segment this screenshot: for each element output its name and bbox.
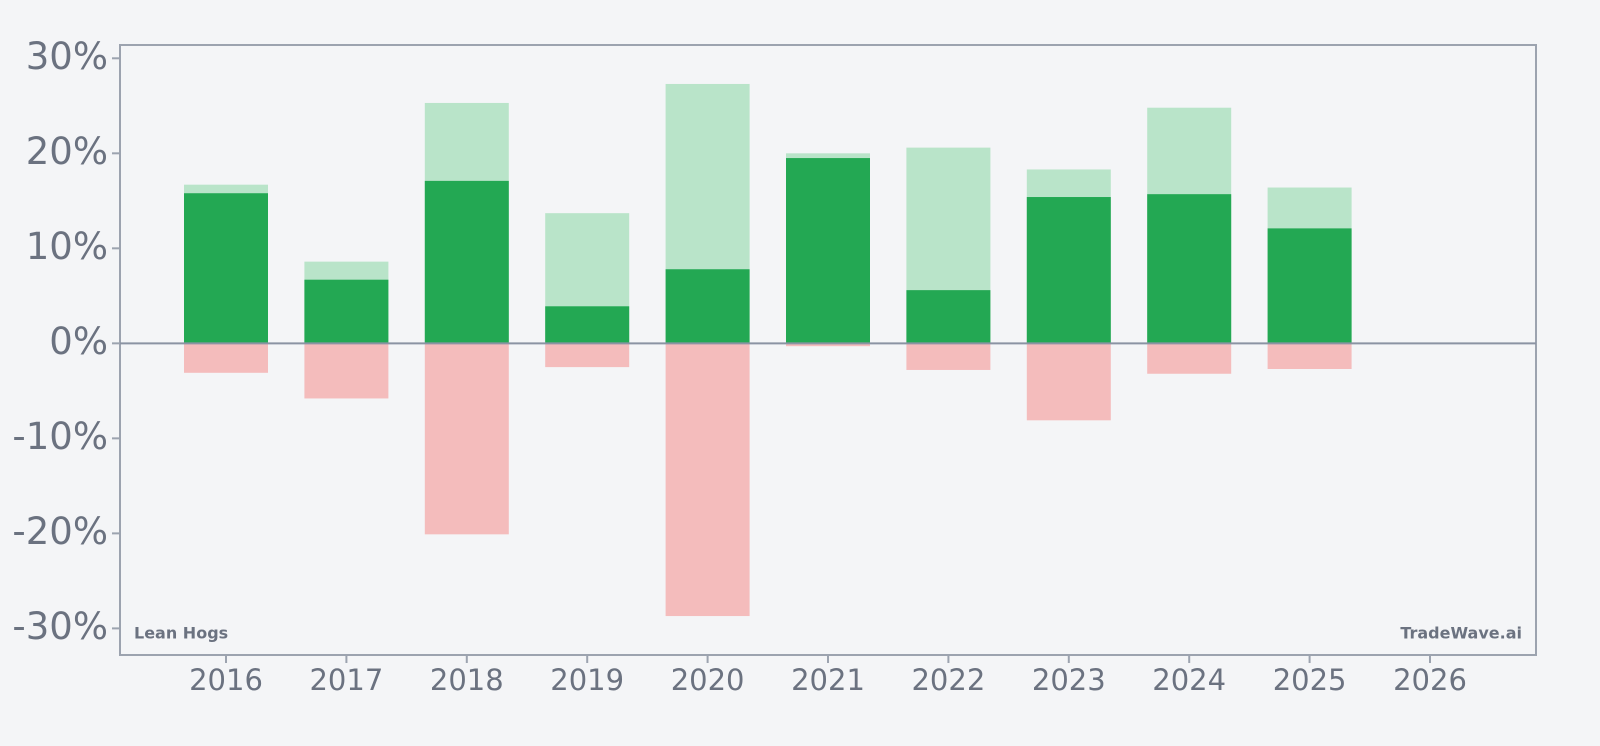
y-tick-label: -20% (12, 510, 108, 553)
annotation: TradeWave.ai (1400, 624, 1522, 643)
bar (906, 343, 991, 370)
bar (184, 343, 268, 373)
bar (786, 343, 870, 347)
y-tick-label: 10% (26, 225, 108, 268)
x-tick-label: 2020 (671, 663, 745, 697)
bar (545, 343, 630, 368)
bar (1267, 228, 1352, 344)
x-tick-label: 2024 (1152, 663, 1226, 697)
bar (1026, 197, 1111, 344)
bar (304, 279, 389, 344)
x-tick-label: 2019 (550, 663, 624, 697)
bar (906, 290, 991, 344)
y-tick-label: -30% (12, 605, 108, 648)
x-tick-label: 2017 (309, 663, 383, 697)
bar (424, 180, 509, 344)
bar (786, 158, 870, 344)
y-tick-label: 0% (49, 320, 108, 363)
x-tick-label: 2026 (1393, 663, 1467, 697)
bar (424, 343, 509, 535)
bar (545, 306, 630, 344)
plot-area (184, 83, 1352, 617)
bar (665, 343, 750, 617)
x-tick-label: 2016 (189, 663, 263, 697)
y-tick-label: -10% (12, 415, 108, 458)
bar (1026, 343, 1111, 421)
bar (1147, 343, 1232, 374)
x-tick-label: 2023 (1032, 663, 1106, 697)
annotation: Lean Hogs (134, 624, 228, 643)
bar (1147, 194, 1232, 344)
x-tick-label: 2021 (791, 663, 865, 697)
bar (1267, 343, 1352, 370)
y-tick-label: 20% (26, 130, 108, 173)
bar (184, 193, 268, 344)
x-tick-label: 2022 (911, 663, 985, 697)
y-tick-label: 30% (26, 35, 108, 78)
bar (304, 343, 389, 399)
x-tick-label: 2025 (1273, 663, 1347, 697)
x-tick-label: 2018 (430, 663, 504, 697)
bar (665, 269, 750, 344)
